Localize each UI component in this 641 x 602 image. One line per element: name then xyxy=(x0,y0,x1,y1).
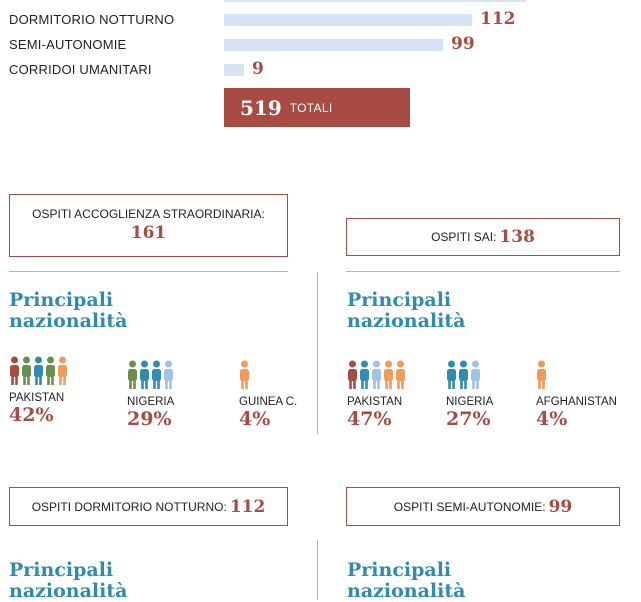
divider xyxy=(9,271,288,272)
box-label: OSPITI ACCOGLIENZA STRAORDINARIA: xyxy=(32,207,265,221)
bar-value: 9 xyxy=(252,59,264,79)
country-label: AFGHANISTAN xyxy=(536,396,617,408)
box-value: 99 xyxy=(548,496,573,517)
country-label: GUINEA C. xyxy=(239,396,298,408)
bar xyxy=(224,39,443,51)
country-percentage: 42% xyxy=(9,404,54,426)
person-icon xyxy=(360,360,369,389)
divider-vertical xyxy=(317,272,318,434)
bar-value: 99 xyxy=(451,34,475,54)
bar xyxy=(224,14,472,26)
person-icon xyxy=(58,356,67,385)
people-icons xyxy=(446,360,526,390)
section-heading: Principali nazionalità xyxy=(347,290,465,332)
total-box: 519 TOTALI xyxy=(224,88,410,127)
people-icons xyxy=(536,360,636,390)
country-percentage: 27% xyxy=(446,408,491,430)
person-icon xyxy=(447,360,456,389)
nationality-item: NIGERIA 27% xyxy=(446,360,526,430)
person-icon xyxy=(348,360,357,389)
box-value: 112 xyxy=(229,496,266,517)
person-icon xyxy=(140,360,149,389)
heading-line: Principali xyxy=(347,289,452,311)
section-heading: Principali nazionalità xyxy=(9,290,127,332)
heading-line: Principali xyxy=(9,559,114,581)
people-icons xyxy=(127,360,227,390)
heading-line: nazionalità xyxy=(347,580,466,602)
person-icon xyxy=(164,360,173,389)
box-label: OSPITI SEMI-AUTONOMIE: xyxy=(393,499,546,514)
country-label: PAKISTAN xyxy=(9,392,65,404)
country-label: NIGERIA xyxy=(127,396,175,408)
person-icon xyxy=(459,360,468,389)
person-icon xyxy=(240,360,249,389)
country-percentage: 4% xyxy=(239,408,271,430)
country-percentage: 29% xyxy=(127,408,172,430)
total-label: TOTALI xyxy=(289,100,333,115)
bar-label: SEMI-AUTONOMIE xyxy=(9,37,127,52)
box-label: OSPITI SAI: xyxy=(431,230,497,244)
total-value: 519 xyxy=(240,95,282,120)
divider xyxy=(346,271,620,272)
box-label: OSPITI DORMITORIO NOTTURNO: xyxy=(31,499,227,514)
heading-line: nazionalità xyxy=(9,310,128,332)
nationality-item: AFGHANISTAN 4% xyxy=(536,360,636,430)
person-icon xyxy=(152,360,161,389)
bar-value: 112 xyxy=(480,9,516,29)
guests-box-dorm: OSPITI DORMITORIO NOTTURNO: 112 xyxy=(9,487,288,526)
people-icons xyxy=(347,360,437,390)
bar-label: DORMITORIO NOTTURNO xyxy=(9,12,175,27)
person-icon xyxy=(396,360,405,389)
bar-label: CORRIDOI UMANITARI xyxy=(9,62,152,77)
divider-vertical xyxy=(317,540,318,600)
people-icons xyxy=(9,356,119,386)
box-value: 138 xyxy=(499,227,535,247)
person-icon xyxy=(22,356,31,385)
person-icon xyxy=(384,360,393,389)
person-icon xyxy=(46,356,55,385)
person-icon xyxy=(537,360,546,389)
people-icons xyxy=(239,360,319,390)
guests-box-semi: OSPITI SEMI-AUTONOMIE: 99 xyxy=(346,487,620,526)
nationality-item: GUINEA C. 4% xyxy=(239,360,319,430)
guests-box-sai: OSPITI SAI: 138 xyxy=(346,218,620,256)
heading-line: nazionalità xyxy=(9,580,128,602)
country-label: NIGERIA xyxy=(446,396,494,408)
guests-box-cas: OSPITI ACCOGLIENZA STRAORDINARIA: 161 xyxy=(9,194,288,257)
section-heading: Principali nazionalità xyxy=(347,560,465,602)
cropped-bar xyxy=(224,0,526,2)
country-percentage: 4% xyxy=(536,408,568,430)
box-value: 161 xyxy=(130,223,167,243)
heading-line: Principali xyxy=(9,289,114,311)
person-icon xyxy=(372,360,381,389)
bar xyxy=(224,64,244,76)
person-icon xyxy=(471,360,480,389)
section-heading: Principali nazionalità xyxy=(9,560,127,602)
country-percentage: 47% xyxy=(347,408,392,430)
person-icon xyxy=(10,356,19,385)
country-label: PAKISTAN xyxy=(347,396,403,408)
nationality-item: NIGERIA 29% xyxy=(127,360,227,430)
heading-line: nazionalità xyxy=(347,310,466,332)
person-icon xyxy=(34,356,43,385)
nationality-item: PAKISTAN 42% xyxy=(9,356,119,426)
person-icon xyxy=(128,360,137,389)
heading-line: Principali xyxy=(347,559,452,581)
nationality-item: PAKISTAN 47% xyxy=(347,360,437,430)
